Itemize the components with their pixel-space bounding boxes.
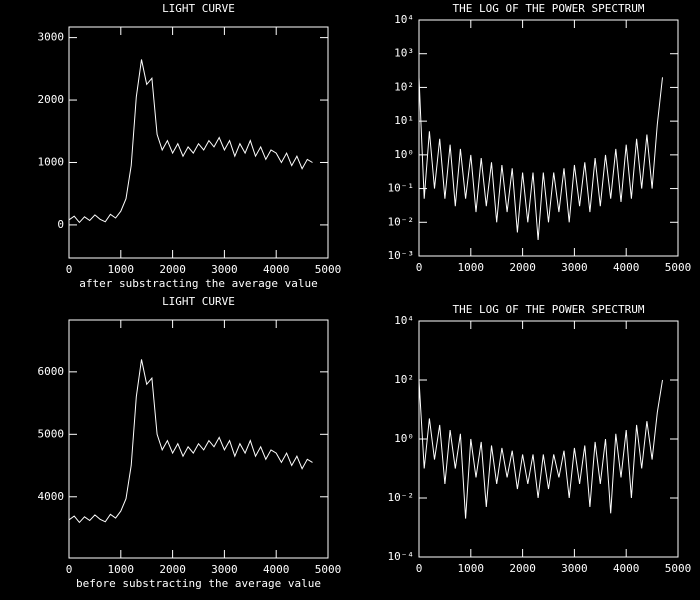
x-tick-label: 4000 xyxy=(263,563,290,576)
y-tick-label: 6000 xyxy=(38,365,65,378)
plot-frame xyxy=(418,19,679,257)
data-line xyxy=(68,59,313,224)
x-tick-label: 1000 xyxy=(458,261,485,274)
plot-frame xyxy=(68,26,329,259)
x-tick-label: 5000 xyxy=(315,563,342,576)
chart-title: THE LOG OF THE POWER SPECTRUM xyxy=(452,2,644,15)
x-tick-label: 4000 xyxy=(613,261,640,274)
y-tick-label: 10⁰ xyxy=(394,432,414,445)
y-tick-label: 10⁰ xyxy=(394,148,414,161)
x-tick-label: 4000 xyxy=(263,263,290,276)
y-tick-label: 5000 xyxy=(38,427,65,440)
x-tick-label: 0 xyxy=(416,261,423,274)
plot-frame xyxy=(68,319,329,559)
data-line xyxy=(418,379,663,519)
y-tick-label: 4000 xyxy=(38,490,65,503)
y-tick-label: 10⁻⁴ xyxy=(388,550,415,563)
x-tick-label: 2000 xyxy=(159,263,186,276)
chart-title: THE LOG OF THE POWER SPECTRUM xyxy=(452,303,644,316)
x-tick-label: 0 xyxy=(66,563,73,576)
x-tick-label: 0 xyxy=(416,562,423,575)
x-tick-label: 3000 xyxy=(211,563,238,576)
y-tick-label: 10⁻³ xyxy=(388,249,415,262)
y-tick-label: 10⁴ xyxy=(394,13,414,26)
data-line xyxy=(418,77,663,240)
x-tick-label: 1000 xyxy=(458,562,485,575)
x-tick-label: 3000 xyxy=(211,263,238,276)
plot-frame xyxy=(418,320,679,558)
y-tick-label: 10⁻¹ xyxy=(388,182,415,195)
y-tick-label: 0 xyxy=(57,218,64,231)
y-tick-label: 10⁻² xyxy=(388,491,415,504)
x-tick-label: 1000 xyxy=(108,263,135,276)
y-tick-label: 1000 xyxy=(38,155,65,168)
x-tick-label: 4000 xyxy=(613,562,640,575)
y-tick-label: 10² xyxy=(394,80,414,93)
x-tick-label: 3000 xyxy=(561,562,588,575)
chart-title: LIGHT CURVE xyxy=(162,2,235,15)
y-tick-label: 10⁻² xyxy=(388,215,415,228)
x-tick-label: 0 xyxy=(66,263,73,276)
y-tick-label: 10⁴ xyxy=(394,314,414,327)
x-tick-label: 5000 xyxy=(665,562,692,575)
y-tick-label: 2000 xyxy=(38,93,65,106)
y-tick-label: 10³ xyxy=(394,47,414,60)
x-tick-label: 2000 xyxy=(159,563,186,576)
x-tick-label: 3000 xyxy=(561,261,588,274)
x-tick-label: 1000 xyxy=(108,563,135,576)
y-tick-label: 3000 xyxy=(38,31,65,44)
data-line xyxy=(68,359,313,524)
x-tick-label: 5000 xyxy=(315,263,342,276)
x-axis-label: before substracting the average value xyxy=(76,577,321,590)
chart-title: LIGHT CURVE xyxy=(162,295,235,308)
y-tick-label: 10² xyxy=(394,373,414,386)
x-tick-label: 2000 xyxy=(509,261,536,274)
x-tick-label: 2000 xyxy=(509,562,536,575)
x-tick-label: 5000 xyxy=(665,261,692,274)
x-axis-label: after substracting the average value xyxy=(79,277,317,290)
y-tick-label: 10¹ xyxy=(394,114,414,127)
